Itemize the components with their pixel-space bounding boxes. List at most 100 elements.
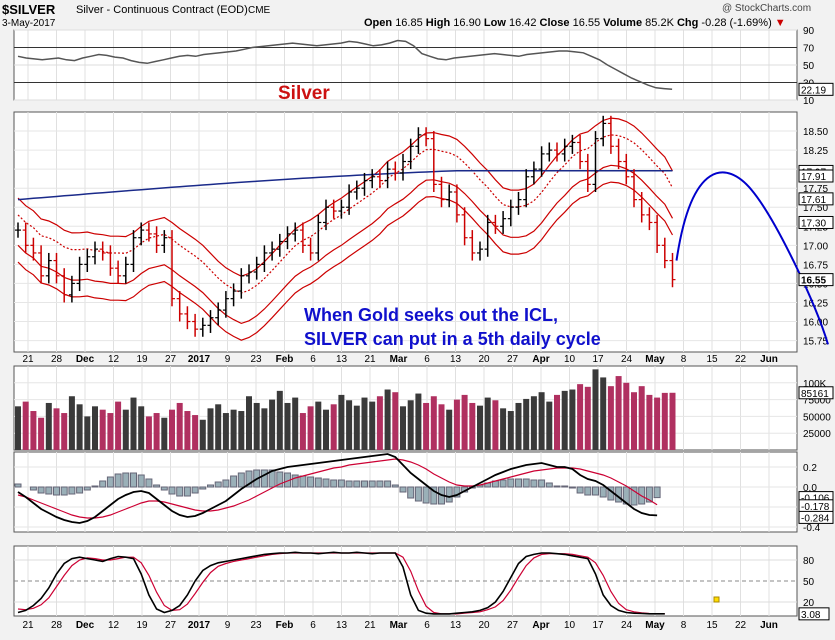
price-last-label: 17.30	[801, 218, 826, 229]
volume-bar	[130, 397, 137, 450]
x-tick-label-price: 21	[22, 354, 34, 365]
volume-bar	[584, 386, 591, 450]
stochastic-tick-label: 50	[803, 577, 815, 588]
macd-histogram-bar	[530, 479, 538, 488]
open-label: Open	[364, 17, 393, 29]
projected-cycle-curve	[675, 171, 829, 345]
volume-bar	[446, 409, 453, 450]
price-tick-label: 18.50	[803, 127, 828, 138]
macd-histogram-bar	[376, 480, 384, 488]
x-tick-label-price: Jun	[760, 354, 778, 365]
macd-line	[17, 453, 658, 524]
volume-bar	[661, 392, 668, 450]
silver-title-label: Silver	[278, 83, 330, 104]
macd-histogram-bar	[214, 481, 222, 488]
x-tick-label-stochastic: 13	[336, 620, 348, 631]
volume-bar	[222, 413, 229, 450]
macd-histogram-bar	[630, 486, 638, 506]
macd-histogram-bar	[445, 486, 453, 503]
volume-bar	[22, 401, 29, 450]
macd-histogram-bar	[276, 471, 284, 488]
price-tick-label: 17.50	[803, 203, 828, 214]
x-tick-label-price: 13	[450, 354, 462, 365]
x-tick-label-stochastic: 12	[108, 620, 120, 631]
volume-bar	[122, 409, 129, 450]
volume-bar	[207, 408, 214, 450]
volume-label: Volume	[603, 17, 643, 29]
x-tick-label-stochastic: 15	[706, 620, 718, 631]
volume-bar	[407, 400, 414, 450]
macd-histogram-bar	[368, 480, 376, 488]
x-tick-label-stochastic: 22	[735, 620, 747, 631]
x-tick-label-stochastic: Jun	[760, 620, 778, 631]
volume-bar	[215, 404, 222, 450]
volume-bar	[423, 402, 430, 450]
volume-tick-label: 50000	[803, 412, 831, 423]
volume-bar	[145, 416, 152, 450]
price-tick-label: 16.00	[803, 318, 828, 329]
rsi-tick-label: 50	[803, 61, 815, 72]
price-last-label: 17.61	[801, 195, 826, 206]
macd-histogram-bar	[137, 474, 145, 488]
macd-histogram-bar	[68, 486, 76, 495]
volume-bar	[68, 396, 75, 450]
macd-histogram-bar	[515, 478, 522, 488]
macd-histogram-bar	[160, 486, 168, 491]
volume-bar	[115, 401, 122, 450]
x-tick-label-price: 27	[165, 354, 177, 365]
macd-histogram-bar	[507, 478, 515, 488]
volume-bar	[330, 404, 337, 450]
x-tick-label-stochastic: 6	[310, 620, 316, 631]
price-value-box	[798, 192, 834, 206]
volume-bar	[230, 409, 237, 450]
envelope-line	[17, 164, 674, 325]
volume-bar	[461, 394, 468, 450]
volume-bar	[438, 404, 445, 450]
volume-bar	[484, 397, 491, 450]
x-tick-label-price: 8	[681, 354, 687, 365]
envelope-line	[17, 117, 674, 277]
macd-value-box	[798, 510, 834, 524]
volume-bar	[400, 406, 406, 450]
volume-bar	[615, 376, 622, 450]
macd-histogram-bar	[330, 479, 338, 488]
x-tick-label-stochastic: 21	[364, 620, 376, 631]
macd-histogram-bar	[29, 486, 37, 491]
volume-bar	[507, 411, 514, 450]
macd-histogram-bar	[407, 486, 415, 499]
macd-histogram-bar	[191, 486, 199, 494]
x-tick-label-price: 28	[51, 354, 63, 365]
rsi-value-box	[798, 82, 834, 96]
volume-bar	[477, 405, 483, 450]
envelope-line	[17, 134, 674, 294]
macd-last-value: -0.106	[801, 494, 830, 505]
macd-histogram-bar	[314, 477, 322, 488]
volume-bar	[577, 384, 584, 450]
x-tick-label-stochastic: Dec	[76, 620, 95, 631]
macd-histogram-bar	[538, 479, 546, 488]
macd-histogram-bar	[291, 474, 299, 488]
volume-bar	[631, 392, 637, 450]
volume-bar	[415, 393, 422, 450]
x-tick-label-price: Mar	[390, 354, 408, 365]
macd-histogram-bar	[122, 472, 130, 488]
volume-tick-label: 100K	[803, 379, 827, 390]
price-tick-label: 16.25	[803, 298, 828, 309]
macd-histogram-bar	[307, 476, 315, 488]
price-tick-label: 16.75	[803, 260, 828, 271]
volume-bar	[392, 392, 399, 450]
volume-bar	[299, 413, 306, 450]
date-label: 3-May-2017	[2, 18, 56, 29]
chg-label: Chg	[676, 17, 699, 29]
volume-bar	[492, 400, 499, 450]
stochastic-line	[17, 551, 665, 615]
volume-bar	[523, 398, 530, 450]
volume-bar	[276, 390, 283, 450]
note-line2: SILVER can put in a 5th daily cycle	[304, 329, 601, 349]
chg-down-icon: ▼	[774, 17, 786, 29]
panel-price	[13, 111, 798, 353]
price-tick-label: 17.75	[803, 184, 828, 195]
macd-histogram-bar	[222, 479, 230, 488]
volume-bar	[107, 413, 114, 450]
macd-histogram-bar	[430, 486, 438, 505]
